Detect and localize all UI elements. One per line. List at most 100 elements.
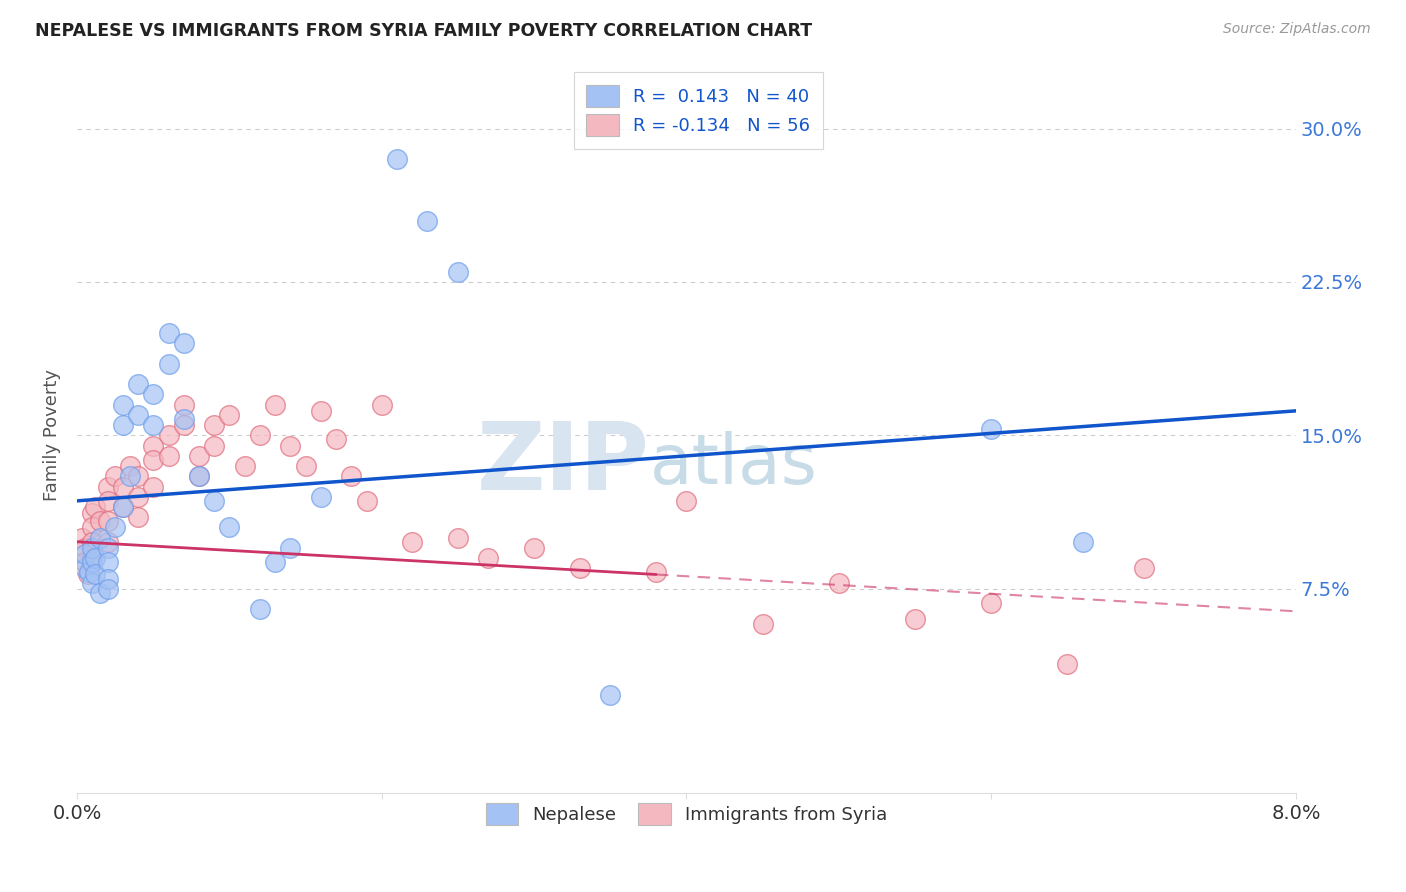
Point: [73, 561, 96, 575]
Point: [77, 566, 100, 580]
Point: [97, 493, 120, 508]
Point: [97, 534, 120, 549]
Point: [447, 531, 470, 545]
Point: [173, 336, 195, 351]
Point: [82, 551, 104, 566]
Point: [97, 541, 120, 555]
Point: [111, 398, 134, 412]
Point: [1132, 561, 1154, 575]
Point: [828, 575, 851, 590]
Point: [325, 433, 347, 447]
Point: [111, 500, 134, 514]
Point: [980, 596, 1002, 610]
Point: [82, 506, 104, 520]
Point: [157, 428, 180, 442]
Point: [202, 439, 225, 453]
Point: [97, 572, 120, 586]
Point: [280, 541, 302, 555]
Point: [477, 551, 499, 566]
Point: [385, 153, 408, 167]
Point: [82, 541, 104, 555]
Text: atlas: atlas: [650, 431, 818, 498]
Point: [1056, 657, 1078, 672]
Legend: Nepalese, Immigrants from Syria: Nepalese, Immigrants from Syria: [477, 795, 897, 834]
Point: [599, 688, 621, 702]
Point: [447, 265, 470, 279]
Point: [111, 479, 134, 493]
Point: [568, 561, 591, 575]
Point: [97, 582, 120, 596]
Point: [188, 469, 211, 483]
Y-axis label: Family Poverty: Family Poverty: [44, 369, 60, 501]
Point: [127, 377, 149, 392]
Point: [1071, 534, 1094, 549]
Point: [73, 547, 96, 561]
Point: [82, 555, 104, 569]
Point: [188, 469, 211, 483]
Point: [84, 500, 107, 514]
Point: [82, 534, 104, 549]
Point: [142, 387, 165, 401]
Point: [84, 567, 107, 582]
Point: [157, 449, 180, 463]
Text: ZIP: ZIP: [477, 418, 650, 510]
Point: [202, 493, 225, 508]
Point: [173, 418, 195, 433]
Point: [127, 408, 149, 422]
Point: [120, 469, 142, 483]
Point: [401, 534, 423, 549]
Point: [980, 422, 1002, 436]
Point: [173, 412, 195, 426]
Point: [127, 469, 149, 483]
Point: [249, 602, 271, 616]
Point: [280, 439, 302, 453]
Point: [416, 213, 439, 227]
Point: [70, 531, 93, 545]
Point: [84, 551, 107, 566]
Point: [97, 555, 120, 569]
Point: [120, 459, 142, 474]
Point: [73, 555, 96, 569]
Point: [523, 541, 546, 555]
Point: [82, 520, 104, 534]
Point: [645, 566, 668, 580]
Point: [188, 449, 211, 463]
Point: [142, 418, 165, 433]
Point: [97, 514, 120, 528]
Point: [173, 398, 195, 412]
Point: [127, 510, 149, 524]
Point: [340, 469, 363, 483]
Point: [73, 541, 96, 555]
Text: Source: ZipAtlas.com: Source: ZipAtlas.com: [1223, 22, 1371, 37]
Point: [751, 616, 773, 631]
Point: [309, 404, 332, 418]
Point: [157, 326, 180, 340]
Text: NEPALESE VS IMMIGRANTS FROM SYRIA FAMILY POVERTY CORRELATION CHART: NEPALESE VS IMMIGRANTS FROM SYRIA FAMILY…: [35, 22, 813, 40]
Point: [309, 490, 332, 504]
Point: [111, 500, 134, 514]
Point: [76, 567, 98, 582]
Point: [264, 555, 287, 569]
Point: [82, 575, 104, 590]
Point: [157, 357, 180, 371]
Point: [218, 520, 240, 534]
Point: [218, 408, 240, 422]
Point: [89, 586, 111, 600]
Point: [675, 493, 697, 508]
Point: [111, 418, 134, 433]
Point: [264, 398, 287, 412]
Point: [104, 469, 127, 483]
Point: [104, 520, 127, 534]
Point: [127, 490, 149, 504]
Point: [89, 514, 111, 528]
Point: [233, 459, 256, 474]
Point: [89, 531, 111, 545]
Point: [371, 398, 394, 412]
Point: [97, 479, 120, 493]
Point: [294, 459, 316, 474]
Point: [142, 453, 165, 467]
Point: [356, 493, 378, 508]
Point: [904, 612, 927, 626]
Point: [202, 418, 225, 433]
Point: [142, 439, 165, 453]
